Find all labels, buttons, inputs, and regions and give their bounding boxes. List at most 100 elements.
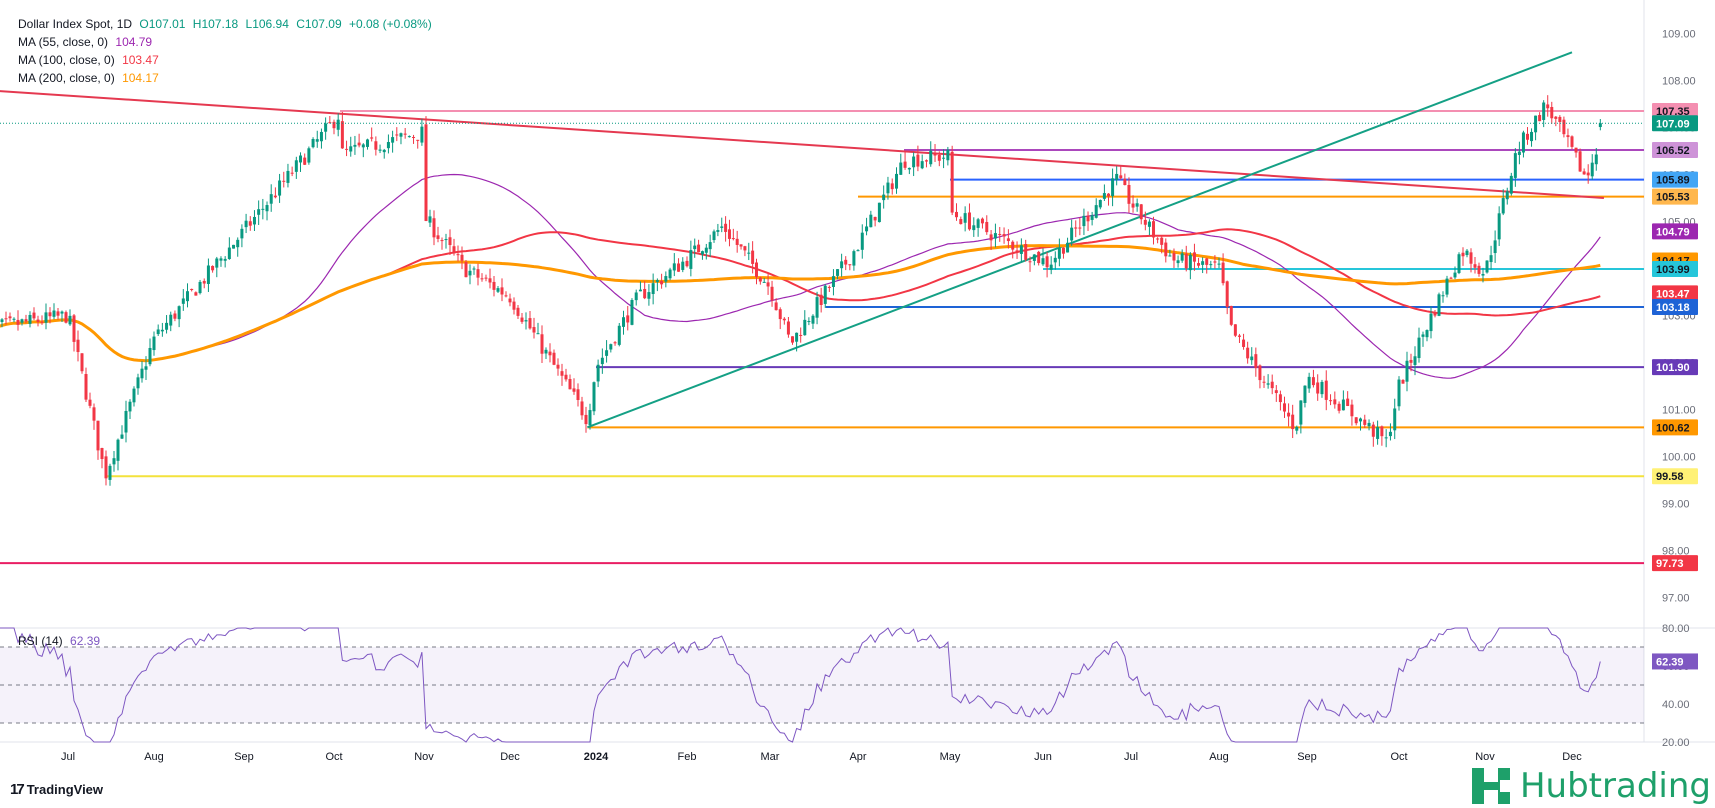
candle-body xyxy=(219,258,223,261)
candle-body xyxy=(1473,264,1477,268)
price-tag-103.47: 103.47 xyxy=(1652,285,1698,302)
candle-body xyxy=(967,212,971,230)
candle-body xyxy=(1409,359,1413,363)
candle-body xyxy=(48,312,52,317)
candle-body xyxy=(609,344,613,350)
candle-body xyxy=(520,317,524,322)
candle-body xyxy=(605,350,609,356)
candle-body xyxy=(120,434,124,439)
candle-body xyxy=(12,318,16,320)
candle-body xyxy=(1550,106,1554,119)
candle-body xyxy=(993,233,997,239)
candle-body xyxy=(244,220,248,228)
candle-body xyxy=(1074,227,1078,229)
y-tick-label: 101.00 xyxy=(1662,404,1696,416)
ma55-line[interactable] xyxy=(0,173,1601,379)
candle-body xyxy=(391,137,395,143)
candle-body xyxy=(811,315,815,324)
y-tick-label: 99.00 xyxy=(1662,498,1690,510)
candle-body xyxy=(1405,360,1409,382)
candle-body xyxy=(484,277,488,279)
candle-body xyxy=(1320,381,1324,395)
candle-body xyxy=(1376,426,1380,439)
candle-body xyxy=(403,133,407,135)
price-tag-bg xyxy=(1652,171,1698,188)
candle-body xyxy=(124,410,128,433)
candle-body xyxy=(456,254,460,256)
candle-body xyxy=(257,209,261,215)
price-tag-103.18: 103.18 xyxy=(1652,299,1698,316)
candle-body xyxy=(307,148,311,163)
candle-body xyxy=(286,170,290,183)
candle-body xyxy=(727,229,731,239)
price-tag-97.73: 97.73 xyxy=(1652,555,1698,572)
candle-body xyxy=(1098,199,1102,208)
candle-body xyxy=(345,148,349,150)
rsi-legend[interactable]: RSI (14) 62.39 xyxy=(18,634,100,648)
candle-body xyxy=(1250,356,1254,361)
trendline-resistance[interactable] xyxy=(0,90,1604,199)
trendline-support[interactable] xyxy=(587,51,1573,429)
candle-body xyxy=(516,307,520,316)
candle-body xyxy=(1168,255,1172,257)
candle-body xyxy=(1538,115,1542,122)
rsi-line[interactable] xyxy=(0,627,1601,743)
candle-body xyxy=(877,202,881,223)
candle-body xyxy=(1570,136,1574,147)
y-tick-label: 97.00 xyxy=(1662,592,1690,604)
candle-body xyxy=(762,281,766,283)
candle-body xyxy=(708,242,712,250)
candle-body xyxy=(1517,151,1521,155)
candle-body xyxy=(361,144,365,148)
legend-ma100[interactable]: MA (100, close, 0) 103.47 xyxy=(18,51,432,69)
candle-body xyxy=(1090,215,1094,220)
tradingview-icon: 17 xyxy=(10,781,25,798)
candle-body xyxy=(689,250,693,269)
ma100-line[interactable] xyxy=(0,228,1601,362)
ma200-line[interactable] xyxy=(0,244,1601,363)
candle-body xyxy=(1530,131,1534,142)
candle-body xyxy=(68,315,72,325)
candle-body xyxy=(1180,253,1184,261)
candle-body xyxy=(840,261,844,269)
candle-body xyxy=(693,245,697,250)
candle-body xyxy=(144,366,148,370)
candle-body xyxy=(1380,426,1384,437)
candle-body xyxy=(76,339,80,353)
candle-body xyxy=(440,240,444,242)
candle-body xyxy=(152,336,156,351)
candle-body xyxy=(959,219,963,225)
candle-body xyxy=(668,269,672,279)
candle-body xyxy=(1489,255,1493,263)
candle-body xyxy=(44,312,48,323)
candle-body xyxy=(613,342,617,344)
candle-body xyxy=(472,268,476,270)
price-tag-text: 105.53 xyxy=(1656,192,1690,204)
candle-body xyxy=(1337,403,1341,411)
candle-body xyxy=(1192,252,1196,262)
price-tag-text: 101.90 xyxy=(1656,362,1690,374)
candle-body xyxy=(399,133,403,137)
candle-body xyxy=(80,353,84,372)
legend-ma200[interactable]: MA (200, close, 0) 104.17 xyxy=(18,69,432,87)
rsi-tick-label: 40.00 xyxy=(1662,699,1690,711)
rsi-tag-bg xyxy=(1652,653,1698,670)
candle-body xyxy=(248,221,252,226)
candle-body xyxy=(211,265,215,271)
price-tag-100.62: 100.62 xyxy=(1652,419,1698,436)
candle-body xyxy=(480,278,484,280)
price-tag-107.09: 107.09 xyxy=(1652,115,1698,132)
legend-ma55[interactable]: MA (55, close, 0) 104.79 xyxy=(18,33,432,51)
candle-body xyxy=(1388,431,1392,437)
candle-body xyxy=(261,208,265,210)
candle-body xyxy=(1413,356,1417,365)
candle-body xyxy=(1367,422,1371,427)
tradingview-logo[interactable]: 17 TradingView xyxy=(10,781,103,798)
candle-body xyxy=(724,223,728,232)
candle-body xyxy=(647,292,651,299)
candle-body xyxy=(1299,400,1303,425)
candle-body xyxy=(181,298,185,304)
candle-body xyxy=(886,182,890,194)
candle-body xyxy=(1188,254,1192,271)
candle-body xyxy=(52,310,56,317)
